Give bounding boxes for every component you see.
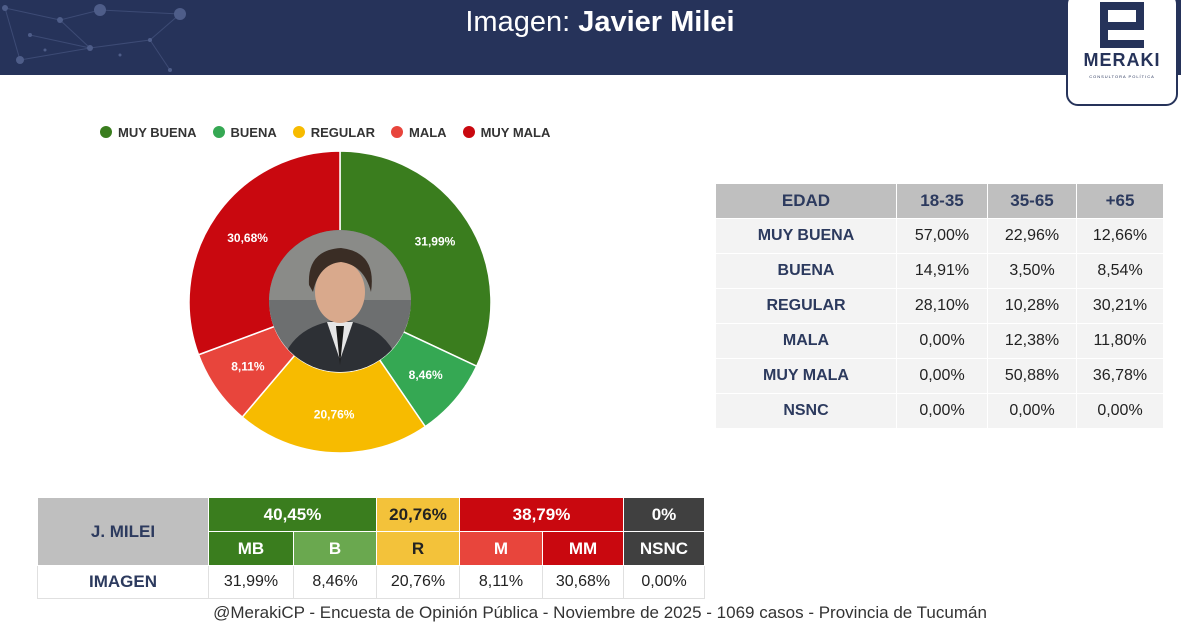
table-cell: 12,66% — [1076, 218, 1164, 254]
code-cell-r: R — [376, 531, 460, 566]
legend-item-muy-mala: MUY MALA — [462, 122, 551, 142]
legend-item-regular: REGULAR — [292, 122, 376, 142]
table-cell: 57,00% — [896, 218, 988, 254]
table-cell: 0,00% — [896, 358, 988, 394]
table-cell: 3,50% — [987, 253, 1077, 289]
logo-subtitle: CONSULTORA POLÍTICA — [1089, 74, 1155, 79]
table-cell: 20,76% — [376, 565, 460, 599]
table-cell: 31,99% — [208, 565, 294, 599]
table-cell: 30,21% — [1076, 288, 1164, 324]
table-row: MUY BUENA 57,00% 22,96% 12,66% — [715, 218, 1164, 254]
slice-data-label: 30,68% — [227, 231, 268, 245]
table-cell: 0,00% — [896, 393, 988, 429]
logo-text: MERAKI — [1083, 50, 1161, 70]
meraki-logo: MERAKI CONSULTORA POLÍTICA — [1066, 0, 1178, 106]
header-bar: Imagen: Javier Milei — [0, 0, 1181, 75]
slice-data-label: 8,46% — [409, 368, 443, 382]
header-cell: EDAD — [715, 183, 897, 219]
code-cell-mm: MM — [542, 531, 624, 566]
portrait-illustration — [269, 230, 411, 372]
image-donut-chart: 31,99% 8,46% 20,76% 8,11% 30,68% — [188, 150, 492, 454]
summary-values-row: IMAGEN 31,99% 8,46% 20,76% 8,11% 30,68% … — [37, 565, 705, 599]
summary-row-label: IMAGEN — [37, 565, 209, 599]
row-label: MALA — [715, 323, 897, 359]
row-label: BUENA — [715, 253, 897, 289]
header-cell: 18-35 — [896, 183, 988, 219]
table-cell: 0,00% — [896, 323, 988, 359]
table-cell: 8,54% — [1076, 253, 1164, 289]
table-cell: 8,11% — [459, 565, 543, 599]
regular-total-cell: 20,76% — [376, 497, 460, 532]
legend-dot-icon — [212, 126, 225, 138]
header-cell: +65 — [1076, 183, 1164, 219]
chart-legend: MUY BUENA BUENA REGULAR MALA MUY MALA — [100, 122, 566, 142]
table-row: MUY MALA 0,00% 50,88% 36,78% — [715, 358, 1164, 394]
header-cell: 35-65 — [987, 183, 1077, 219]
table-cell: 30,68% — [542, 565, 624, 599]
legend-dot-icon — [391, 126, 404, 138]
summary-table: J. MILEI 40,45% 20,76% 38,79% 0% MB B R … — [37, 497, 705, 599]
slice-data-label: 20,76% — [314, 407, 355, 421]
footer-source: @MerakiCP - Encuesta de Opinión Pública … — [213, 603, 987, 622]
row-label: NSNC — [715, 393, 897, 429]
table-cell: 14,91% — [896, 253, 988, 289]
legend-label: MUY BUENA — [118, 124, 197, 140]
row-label: REGULAR — [715, 288, 897, 324]
legend-dot-icon — [292, 126, 305, 138]
table-cell: 36,78% — [1076, 358, 1164, 394]
code-cell-b: B — [293, 531, 377, 566]
legend-item-buena: BUENA — [212, 122, 277, 142]
summary-group-row: J. MILEI 40,45% 20,76% 38,79% 0% — [37, 497, 705, 566]
age-breakdown-table: EDAD 18-35 35-65 +65 MUY BUENA 57,00% 22… — [715, 183, 1164, 429]
slice-data-label: 8,11% — [231, 360, 265, 374]
table-row: REGULAR 28,10% 10,28% 30,21% — [715, 288, 1164, 324]
table-cell: 0,00% — [1076, 393, 1164, 429]
negative-total-cell: 38,79% — [459, 497, 624, 532]
table-cell: 12,38% — [987, 323, 1077, 359]
legend-label: MALA — [409, 124, 447, 140]
table-header-row: EDAD 18-35 35-65 +65 — [715, 183, 1164, 219]
code-cell-nsnc: NSNC — [623, 531, 705, 566]
table-cell: 28,10% — [896, 288, 988, 324]
legend-label: REGULAR — [310, 124, 376, 140]
slice-data-label: 31,99% — [415, 235, 456, 249]
table-cell: 0,00% — [623, 565, 705, 599]
network-dots-decoration — [2, 4, 186, 72]
nsnc-total-cell: 0% — [623, 497, 705, 532]
row-label: MUY MALA — [715, 358, 897, 394]
legend-item-mala: MALA — [391, 122, 447, 142]
legend-dot-icon — [100, 126, 112, 138]
table-cell: 10,28% — [987, 288, 1077, 324]
table-cell: 50,88% — [987, 358, 1077, 394]
table-row: BUENA 14,91% 3,50% 8,54% — [715, 253, 1164, 289]
table-cell: 11,80% — [1076, 323, 1164, 359]
logo-mark-icon — [1100, 2, 1144, 48]
legend-label: MUY MALA — [480, 124, 551, 140]
row-label: MUY BUENA — [715, 218, 897, 254]
table-cell: 8,46% — [293, 565, 377, 599]
legend-label: BUENA — [230, 124, 277, 140]
positive-total-cell: 40,45% — [208, 497, 377, 532]
table-cell: 22,96% — [987, 218, 1077, 254]
table-row: NSNC 0,00% 0,00% 0,00% — [715, 393, 1164, 429]
title-prefix: Imagen: — [465, 6, 571, 38]
code-cell-mb: MB — [208, 531, 294, 566]
page-title: Imagen: Javier Milei — [0, 3, 1181, 41]
code-cell-m: M — [459, 531, 543, 566]
legend-item-muy-buena: MUY BUENA — [100, 122, 197, 142]
candidate-photo — [269, 230, 411, 372]
table-row: MALA 0,00% 12,38% 11,80% — [715, 323, 1164, 359]
legend-dot-icon — [462, 126, 475, 138]
table-cell: 0,00% — [987, 393, 1077, 429]
title-name: Javier Milei — [578, 6, 735, 38]
summary-name-cell: J. MILEI — [37, 497, 209, 566]
